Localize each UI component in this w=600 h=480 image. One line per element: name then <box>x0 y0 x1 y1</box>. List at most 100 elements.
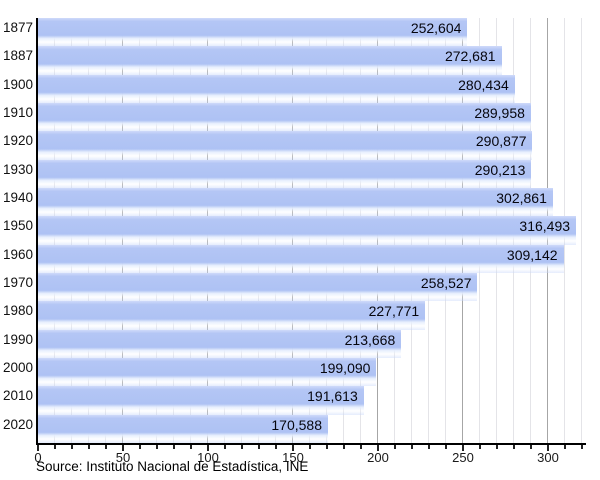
bar: 213,668 <box>38 329 402 358</box>
x-tick-label: 300 <box>537 450 559 465</box>
minor-tick <box>411 445 413 449</box>
minor-tick <box>428 445 430 449</box>
year-label: 1920 <box>2 133 33 149</box>
year-label: 1990 <box>2 331 33 347</box>
minor-gridline <box>581 18 582 443</box>
bar-value-label: 252,604 <box>410 20 462 36</box>
year-label: 2020 <box>2 416 33 432</box>
major-tick <box>462 445 464 451</box>
year-label: 1960 <box>2 246 33 262</box>
year-label: 1900 <box>2 76 33 92</box>
bar-row: 170,588 <box>38 414 582 443</box>
major-tick <box>292 445 294 451</box>
year-label: 1970 <box>2 275 33 290</box>
bar-value-label: 272,681 <box>444 48 496 65</box>
minor-tick <box>88 445 90 449</box>
x-tick-label: 0 <box>34 450 42 465</box>
minor-tick <box>496 445 498 449</box>
source-caption: Source: Instituto Nacional de Estadístic… <box>36 459 309 474</box>
bar-row: 258,527 <box>38 273 582 302</box>
bar-row: 302,861 <box>38 188 582 217</box>
bar-value-label: 309,142 <box>506 246 558 263</box>
minor-tick <box>54 445 56 449</box>
minor-tick <box>258 445 260 449</box>
year-label: 1877 <box>2 20 33 35</box>
major-tick <box>37 445 39 451</box>
minor-tick <box>71 445 73 449</box>
bar: 302,861 <box>38 188 553 217</box>
minor-tick <box>309 445 311 449</box>
bar: 280,434 <box>38 74 515 103</box>
minor-tick <box>581 445 583 449</box>
minor-tick <box>564 445 566 449</box>
x-tick-label: 100 <box>197 450 219 465</box>
bar-value-label: 199,090 <box>319 360 371 376</box>
bar: 191,613 <box>38 386 364 415</box>
bar-value-label: 290,213 <box>474 161 526 178</box>
plot-area: 252,604 272,681 280,434 289,958 290,877 290,2… <box>38 18 582 443</box>
x-axis-line <box>36 443 586 445</box>
minor-tick <box>139 445 141 449</box>
major-tick <box>207 445 209 451</box>
bar-value-label: 289,958 <box>474 105 525 121</box>
bar: 227,771 <box>38 301 426 330</box>
bar: 258,527 <box>38 273 478 302</box>
bar-value-label: 258,527 <box>420 275 472 291</box>
major-tick <box>377 445 379 451</box>
minor-tick <box>530 445 532 449</box>
minor-tick <box>173 445 175 449</box>
minor-tick <box>241 445 243 449</box>
year-label: 1930 <box>2 161 33 177</box>
x-tick-label: 250 <box>452 450 474 465</box>
bar: 199,090 <box>38 358 377 387</box>
year-label: 1950 <box>2 218 33 234</box>
minor-tick <box>394 445 396 449</box>
year-label: 1940 <box>2 190 33 205</box>
bar-value-label: 280,434 <box>458 76 509 93</box>
bar-row: 213,668 <box>38 329 582 358</box>
minor-tick <box>513 445 515 449</box>
minor-tick <box>343 445 345 449</box>
y-axis-line <box>36 18 38 443</box>
minor-tick <box>105 445 107 449</box>
major-tick <box>122 445 124 451</box>
x-tick-label: 50 <box>115 450 131 465</box>
bar: 290,213 <box>38 159 532 188</box>
minor-tick <box>275 445 277 449</box>
x-tick-label: 200 <box>367 450 389 465</box>
bar-row: 199,090 <box>38 358 582 387</box>
bar-value-label: 290,877 <box>475 133 527 150</box>
year-label: 1910 <box>2 105 33 120</box>
bar-row: 316,493 <box>38 216 582 245</box>
bar-row: 227,771 <box>38 301 582 330</box>
major-tick <box>547 445 549 451</box>
year-label: 2010 <box>2 388 33 404</box>
bar-row: 309,142 <box>38 244 582 273</box>
bar-row: 272,681 <box>38 46 582 75</box>
bar-value-label: 302,861 <box>496 190 547 206</box>
bar: 289,958 <box>38 103 531 132</box>
bar-row: 280,434 <box>38 74 582 103</box>
bar-row: 252,604 <box>38 18 582 47</box>
bar-row: 290,213 <box>38 159 582 188</box>
bar-value-label: 227,771 <box>368 303 420 320</box>
bar: 309,142 <box>38 244 564 273</box>
bar-value-label: 316,493 <box>519 218 571 235</box>
bar-row: 191,613 <box>38 386 582 415</box>
year-label: 1887 <box>2 48 33 64</box>
bar-value-label: 213,668 <box>344 331 396 348</box>
minor-tick <box>360 445 362 449</box>
minor-tick <box>445 445 447 449</box>
bar-value-label: 191,613 <box>307 388 358 405</box>
minor-tick <box>326 445 328 449</box>
bar: 170,588 <box>38 414 328 443</box>
minor-tick <box>479 445 481 449</box>
x-tick-label: 150 <box>282 450 304 465</box>
bar-value-label: 170,588 <box>271 416 322 433</box>
bar: 272,681 <box>38 46 502 75</box>
bar: 252,604 <box>38 18 468 47</box>
bar-row: 290,877 <box>38 131 582 160</box>
bar: 316,493 <box>38 216 577 245</box>
year-label: 1980 <box>2 303 33 319</box>
